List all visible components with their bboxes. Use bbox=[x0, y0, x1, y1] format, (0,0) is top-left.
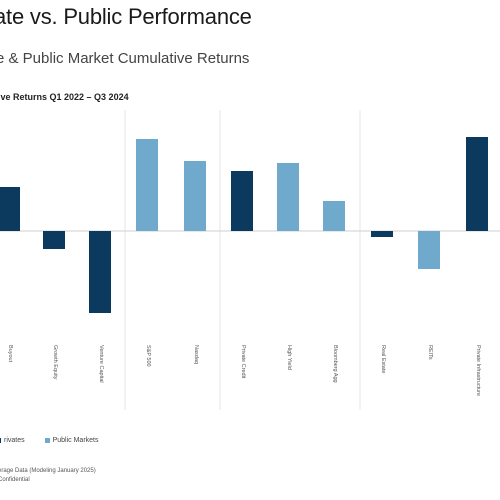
category-label-5: Private Credit bbox=[240, 345, 246, 379]
bar-chart: Buyout Growth Equity Venture Capital S&P 50… bbox=[0, 110, 500, 410]
category-label-6: High Yield bbox=[286, 345, 292, 370]
category-label-8: Real Estate bbox=[380, 345, 386, 373]
bar-public-4 bbox=[184, 161, 206, 231]
legend-private-label: rivates bbox=[4, 437, 25, 444]
category-label-7: Bloomberg Agg bbox=[332, 345, 338, 383]
category-label-2: Venture Capital bbox=[98, 345, 104, 383]
chart-subtitle: e & Public Market Cumulative Returns bbox=[0, 50, 250, 67]
source-line-2: Confidential bbox=[0, 477, 30, 483]
bar-public-7 bbox=[323, 201, 345, 231]
category-label-9: REITs bbox=[427, 345, 433, 360]
legend-public-label: Public Markets bbox=[52, 437, 99, 444]
bar-private-0 bbox=[0, 187, 20, 231]
chart-heading: ive Returns Q1 2022 – Q3 2024 bbox=[0, 92, 129, 102]
legend-private-swatch bbox=[0, 437, 1, 443]
category-label-3: S&P 500 bbox=[145, 345, 151, 367]
bar-public-6 bbox=[277, 163, 299, 231]
bar-private-8 bbox=[371, 231, 393, 237]
bar-private-2 bbox=[89, 231, 111, 313]
bar-public-9 bbox=[418, 231, 440, 269]
bar-private-10 bbox=[466, 137, 488, 231]
legend-public-swatch bbox=[44, 437, 50, 443]
chart-title: ate vs. Public Performance bbox=[0, 4, 252, 29]
category-label-1: Growth Equity bbox=[52, 345, 58, 380]
source-line-1: erage Data (Modeling January 2025) bbox=[0, 468, 96, 474]
bar-private-1 bbox=[43, 231, 65, 249]
bar-private-5 bbox=[231, 171, 253, 231]
legend: rivates Public Markets bbox=[0, 437, 98, 444]
source-note: erage Data (Modeling January 2025) Confi… bbox=[0, 467, 96, 485]
bar-public-3 bbox=[136, 139, 158, 231]
category-label-4: Nasdaq bbox=[193, 345, 199, 364]
category-label-10: Private Infrastructure bbox=[475, 345, 481, 396]
category-label-0: Buyout bbox=[7, 345, 13, 363]
